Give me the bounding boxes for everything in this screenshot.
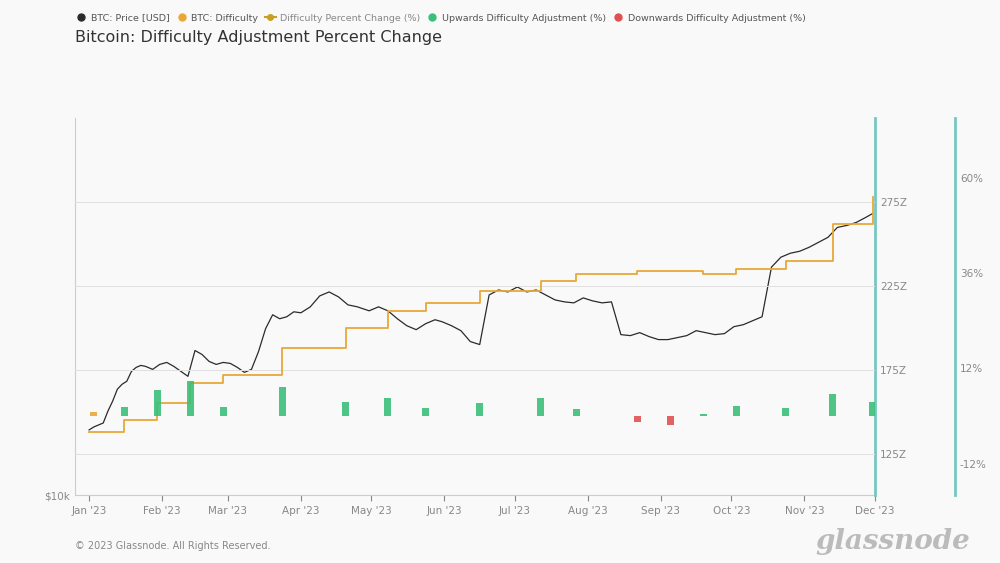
Bar: [634, 416, 641, 422]
Text: glassnode: glassnode: [815, 528, 970, 555]
Bar: [279, 387, 286, 416]
Bar: [384, 398, 391, 416]
Bar: [573, 409, 580, 416]
Text: © 2023 Glassnode. All Rights Reserved.: © 2023 Glassnode. All Rights Reserved.: [75, 541, 270, 551]
Bar: [869, 402, 876, 416]
Bar: [537, 398, 544, 416]
Bar: [422, 408, 429, 416]
Bar: [733, 406, 740, 416]
Bar: [90, 412, 97, 416]
Bar: [667, 416, 674, 425]
Bar: [782, 408, 789, 416]
Bar: [476, 403, 483, 416]
Text: Bitcoin: Difficulty Adjustment Percent Change: Bitcoin: Difficulty Adjustment Percent C…: [75, 30, 442, 45]
Bar: [342, 402, 349, 416]
Bar: [220, 407, 227, 416]
Bar: [154, 390, 161, 416]
Bar: [121, 407, 128, 416]
Bar: [187, 382, 194, 416]
Bar: [700, 414, 707, 416]
Bar: [829, 394, 836, 416]
Legend: BTC: Price [USD], BTC: Difficulty, Difficulty Percent Change (%), Upwards Diffic: BTC: Price [USD], BTC: Difficulty, Diffi…: [72, 10, 809, 26]
